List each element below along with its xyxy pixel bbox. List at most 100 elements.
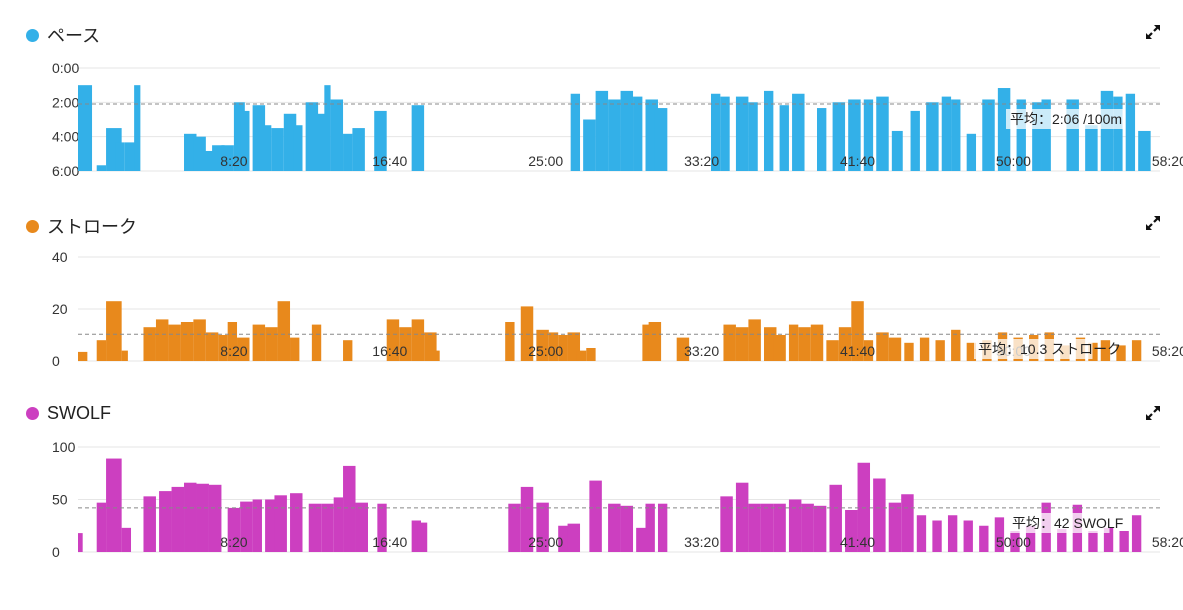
bar bbox=[330, 99, 344, 171]
bar bbox=[1057, 528, 1067, 552]
bar bbox=[851, 301, 864, 361]
bar bbox=[252, 499, 262, 552]
bar bbox=[505, 322, 515, 361]
x-tick-label: 16:40 bbox=[372, 534, 407, 550]
bar bbox=[1088, 531, 1098, 552]
pace-title-label: ペース bbox=[47, 26, 101, 46]
bar bbox=[966, 342, 977, 361]
bar bbox=[352, 128, 365, 171]
pace-chart: 0:00 2:00 4:00 6:00 8:20 16:40 25:00 33:20 41:40… bbox=[52, 60, 1183, 179]
bar bbox=[1085, 125, 1098, 171]
bar bbox=[919, 337, 930, 361]
bar bbox=[826, 340, 839, 361]
bar bbox=[583, 119, 596, 171]
bar bbox=[180, 322, 194, 361]
bar bbox=[252, 105, 266, 171]
x-tick-label: 33:20 bbox=[684, 153, 719, 169]
bar bbox=[355, 502, 368, 552]
bar bbox=[374, 110, 387, 171]
stroke-chart: 020408:2016:4025:0033:2041:4050:0058:201… bbox=[52, 249, 1183, 369]
expand-icon[interactable] bbox=[1145, 215, 1161, 231]
bar bbox=[779, 105, 789, 171]
bar bbox=[106, 301, 122, 361]
bar bbox=[863, 340, 874, 361]
bar bbox=[720, 96, 730, 171]
bar bbox=[290, 337, 300, 361]
bar bbox=[773, 503, 786, 552]
bar bbox=[792, 93, 805, 171]
bar bbox=[748, 319, 761, 361]
bar bbox=[873, 478, 886, 552]
bar bbox=[237, 337, 250, 361]
x-tick-label: 50:00 bbox=[996, 534, 1031, 550]
y-tick-label: 40 bbox=[52, 249, 68, 265]
bar bbox=[876, 96, 889, 171]
bar bbox=[78, 85, 93, 171]
swolf-title-label: SWOLF bbox=[47, 403, 112, 423]
bar bbox=[252, 324, 266, 361]
stroke-legend-dot bbox=[26, 219, 39, 233]
bar bbox=[96, 502, 107, 552]
bar bbox=[321, 503, 334, 552]
bar bbox=[417, 522, 428, 552]
bar bbox=[916, 515, 927, 552]
bar bbox=[430, 350, 440, 361]
y-tick-label: 2:00 bbox=[52, 94, 79, 110]
bar bbox=[720, 496, 733, 552]
swolf-title: SWOLF bbox=[26, 403, 111, 424]
bar bbox=[648, 322, 662, 361]
x-tick-label: 16:40 bbox=[372, 343, 407, 359]
bar bbox=[848, 99, 861, 171]
bar bbox=[901, 494, 914, 552]
bar bbox=[536, 329, 549, 361]
x-tick-label: 8:20 bbox=[220, 343, 247, 359]
bar bbox=[735, 327, 749, 361]
bar bbox=[196, 483, 209, 552]
bar bbox=[386, 319, 400, 361]
bar bbox=[205, 332, 219, 361]
bar bbox=[645, 503, 655, 552]
bar bbox=[277, 301, 291, 361]
bar bbox=[227, 507, 241, 552]
bar bbox=[857, 462, 871, 552]
bar bbox=[801, 503, 814, 552]
bar bbox=[788, 324, 799, 361]
bar bbox=[293, 125, 303, 171]
expand-icon[interactable] bbox=[1145, 405, 1161, 421]
bar bbox=[832, 102, 846, 171]
bar bbox=[748, 503, 761, 552]
bar bbox=[1088, 342, 1098, 361]
bar bbox=[193, 319, 206, 361]
bar bbox=[78, 351, 88, 361]
bar bbox=[106, 458, 122, 552]
bar bbox=[290, 493, 303, 552]
bar bbox=[1016, 99, 1026, 171]
bar bbox=[171, 486, 185, 552]
swolf-panel: SWOLF 0 50 100 8:20 16:40 25:00 33:20 41:40 50:0… bbox=[0, 390, 1183, 610]
bar bbox=[399, 327, 412, 361]
x-tick-label: 58:20 bbox=[1152, 534, 1183, 550]
bar bbox=[343, 340, 353, 361]
bar bbox=[567, 523, 581, 552]
x-tick-label: 8:20 bbox=[220, 534, 247, 550]
x-tick-label: 25:00 bbox=[528, 343, 563, 359]
bar bbox=[377, 503, 387, 552]
bar bbox=[558, 335, 568, 361]
bar bbox=[143, 496, 156, 552]
bar bbox=[233, 102, 245, 171]
bar bbox=[773, 335, 786, 361]
average-label-bg bbox=[974, 339, 1093, 359]
bar bbox=[1113, 96, 1123, 171]
y-tick-label: 20 bbox=[52, 301, 68, 317]
bar bbox=[1116, 345, 1126, 361]
bar bbox=[96, 165, 107, 171]
bar bbox=[159, 491, 172, 552]
pace-legend-dot bbox=[26, 28, 39, 42]
expand-icon[interactable] bbox=[1145, 24, 1161, 40]
bar bbox=[520, 306, 534, 361]
bar bbox=[168, 324, 181, 361]
pace-title: ペース bbox=[26, 22, 100, 48]
bar bbox=[240, 110, 250, 171]
bar bbox=[1103, 527, 1114, 552]
y-tick-label: 50 bbox=[52, 492, 68, 508]
